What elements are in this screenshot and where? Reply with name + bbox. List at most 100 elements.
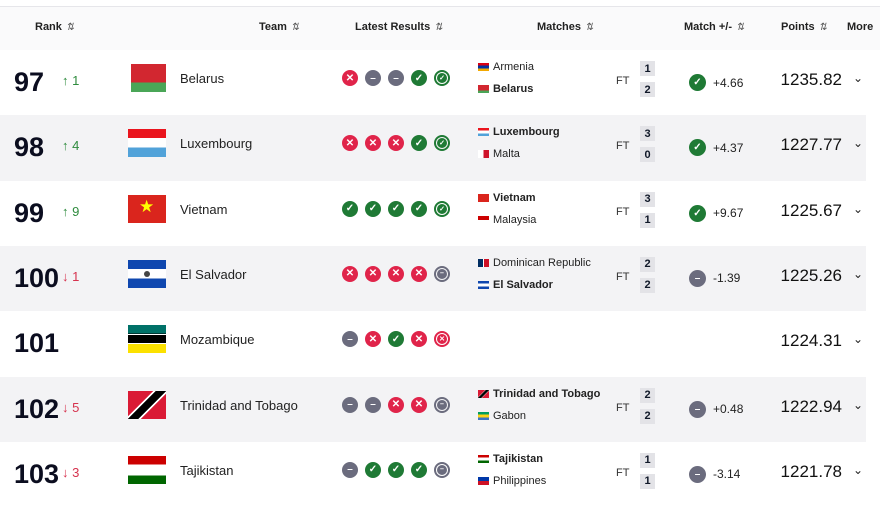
win-latest-icon[interactable]: ✓: [434, 201, 450, 217]
away-score: 0: [640, 147, 655, 163]
sort-rank[interactable]: Rank ⇅: [35, 21, 75, 33]
draw-icon[interactable]: –: [342, 461, 358, 478]
win-latest-icon[interactable]: ✓: [434, 70, 450, 86]
chevron-down-icon[interactable]: ⌄: [853, 201, 864, 216]
sort-points[interactable]: Points ⇅: [781, 21, 828, 33]
sort-arrows-icon: ⇅: [65, 22, 75, 33]
loss-icon[interactable]: ✕: [411, 265, 427, 282]
latest-results: ✕ ✕ ✕ ✕ –: [342, 265, 450, 282]
loss-icon[interactable]: ✕: [342, 135, 358, 152]
match-away[interactable]: Malaysia: [478, 214, 536, 226]
loss-icon[interactable]: ✕: [411, 331, 427, 348]
arrow-up-icon: ↑: [62, 138, 69, 154]
rank: 98: [14, 132, 45, 163]
draw-icon[interactable]: –: [342, 396, 358, 413]
win-icon[interactable]: ✓: [411, 70, 427, 86]
chevron-down-icon[interactable]: ⌄: [853, 71, 864, 85]
win-icon[interactable]: ✓: [388, 331, 404, 348]
win-icon[interactable]: ✓: [411, 200, 427, 217]
loss-icon[interactable]: ✕: [388, 396, 404, 413]
sort-arrows-icon: ⇅: [290, 22, 300, 33]
win-latest-icon[interactable]: ✓: [434, 135, 450, 151]
win-icon[interactable]: ✓: [365, 200, 381, 217]
match-away[interactable]: El Salvador: [478, 279, 553, 291]
match-home[interactable]: Trinidad and Tobago: [478, 388, 600, 400]
table-row[interactable]: 98 ↑ 4 Luxembourg ✕ ✕ ✕ ✓ ✓ Luxembourg Malta F…: [0, 115, 866, 181]
match-home[interactable]: Tajikistan: [478, 453, 543, 465]
team-name[interactable]: Trinidad and Tobago: [180, 397, 298, 413]
draw-icon[interactable]: –: [365, 396, 381, 413]
win-icon[interactable]: ✓: [388, 461, 404, 478]
match-points-change: ✓ +4.66: [689, 74, 743, 91]
win-icon[interactable]: ✓: [365, 461, 381, 478]
points: 1221.78: [780, 461, 842, 481]
draw-icon: –: [689, 269, 706, 287]
chevron-down-icon[interactable]: ⌄: [853, 266, 864, 281]
away-score: 2: [640, 82, 655, 97]
arrow-down-icon: ↓: [62, 268, 69, 284]
win-icon[interactable]: ✓: [411, 461, 427, 478]
team-name[interactable]: El Salvador: [180, 266, 247, 282]
match-away[interactable]: Gabon: [478, 410, 526, 422]
draw-latest-icon[interactable]: –: [434, 397, 450, 413]
match-points-change: ✓ +4.37: [689, 139, 743, 157]
more-column[interactable]: More: [847, 21, 874, 33]
draw-icon[interactable]: –: [365, 70, 381, 86]
match-home[interactable]: Vietnam: [478, 192, 536, 204]
loss-latest-icon[interactable]: ✕: [434, 331, 450, 347]
draw-latest-icon[interactable]: –: [434, 462, 450, 478]
rank: 97: [14, 67, 45, 97]
win-icon[interactable]: ✓: [411, 135, 427, 152]
arrow-down-icon: ↓: [62, 464, 69, 480]
team-name[interactable]: Tajikistan: [180, 462, 234, 478]
team-name[interactable]: Luxembourg: [180, 136, 253, 152]
chevron-down-icon[interactable]: ⌄: [853, 397, 864, 412]
table-row[interactable]: 103 ↓ 3 Tajikistan – ✓ ✓ ✓ – Tajikistan Philip…: [0, 442, 866, 507]
el-salvador-flag-icon: [478, 280, 489, 289]
win-icon[interactable]: ✓: [342, 200, 358, 217]
loss-icon[interactable]: ✕: [365, 135, 381, 152]
sort-team[interactable]: Team ⇅: [259, 21, 300, 33]
table-row[interactable]: 101 Mozambique – ✕ ✓ ✕ ✕ 1224.31 ⌄: [0, 311, 866, 377]
match-home[interactable]: Luxembourg: [478, 126, 560, 138]
table-row[interactable]: 99 ↑ 9 ★ Vietnam ✓ ✓ ✓ ✓ ✓ Vietnam Malaysia FT …: [0, 181, 866, 247]
latest-results: ✓ ✓ ✓ ✓ ✓: [342, 200, 450, 217]
match-points-change: ✓ +9.67: [689, 204, 743, 222]
match-status: FT: [616, 401, 630, 414]
match-status: FT: [616, 205, 630, 218]
points: 1227.77: [780, 135, 842, 155]
win-icon[interactable]: ✓: [388, 200, 404, 217]
match-home[interactable]: Dominican Republic: [478, 257, 591, 269]
sort-match-pm[interactable]: Match +/- ⇅: [684, 21, 745, 33]
loss-icon[interactable]: ✕: [388, 135, 404, 152]
arrow-up-icon: ↑: [62, 203, 69, 219]
draw-icon[interactable]: –: [342, 331, 358, 348]
loss-icon[interactable]: ✕: [342, 70, 358, 86]
table-row[interactable]: 102 ↓ 5 Trinidad and Tobago – – ✕ ✕ – Trinidad…: [0, 376, 866, 442]
team-name[interactable]: Mozambique: [180, 332, 255, 348]
sort-matches[interactable]: Matches ⇅: [537, 21, 594, 33]
loss-icon[interactable]: ✕: [365, 265, 381, 282]
match-home[interactable]: Armenia: [478, 61, 534, 73]
chevron-down-icon[interactable]: ⌄: [853, 332, 864, 347]
chevron-down-icon[interactable]: ⌄: [853, 462, 864, 477]
sort-arrows-icon: ⇅: [434, 22, 443, 33]
vietnam-flag-icon: [478, 193, 489, 202]
draw-latest-icon[interactable]: –: [434, 266, 450, 282]
loss-icon[interactable]: ✕: [342, 265, 358, 282]
table-row[interactable]: 100 ↓ 1 El Salvador ✕ ✕ ✕ ✕ – Dominican Republ…: [0, 245, 866, 312]
team-name[interactable]: Belarus: [180, 71, 225, 86]
loss-icon[interactable]: ✕: [365, 331, 381, 348]
match-away[interactable]: Philippines: [478, 475, 546, 487]
chevron-down-icon[interactable]: ⌄: [853, 136, 864, 151]
team-name[interactable]: Vietnam: [180, 201, 228, 217]
match-away[interactable]: Malta: [478, 148, 520, 160]
match-status: FT: [616, 75, 630, 87]
loss-icon[interactable]: ✕: [388, 265, 404, 282]
match-away[interactable]: Belarus: [478, 83, 533, 95]
draw-icon[interactable]: –: [388, 70, 404, 86]
away-score: 1: [640, 473, 655, 489]
table-row[interactable]: 97 ↑ 1 Belarus ✕ – – ✓ ✓ Armenia Belarus FT 1 …: [0, 50, 866, 116]
loss-icon[interactable]: ✕: [411, 396, 427, 413]
sort-latest-results[interactable]: Latest Results ⇅: [355, 21, 443, 33]
